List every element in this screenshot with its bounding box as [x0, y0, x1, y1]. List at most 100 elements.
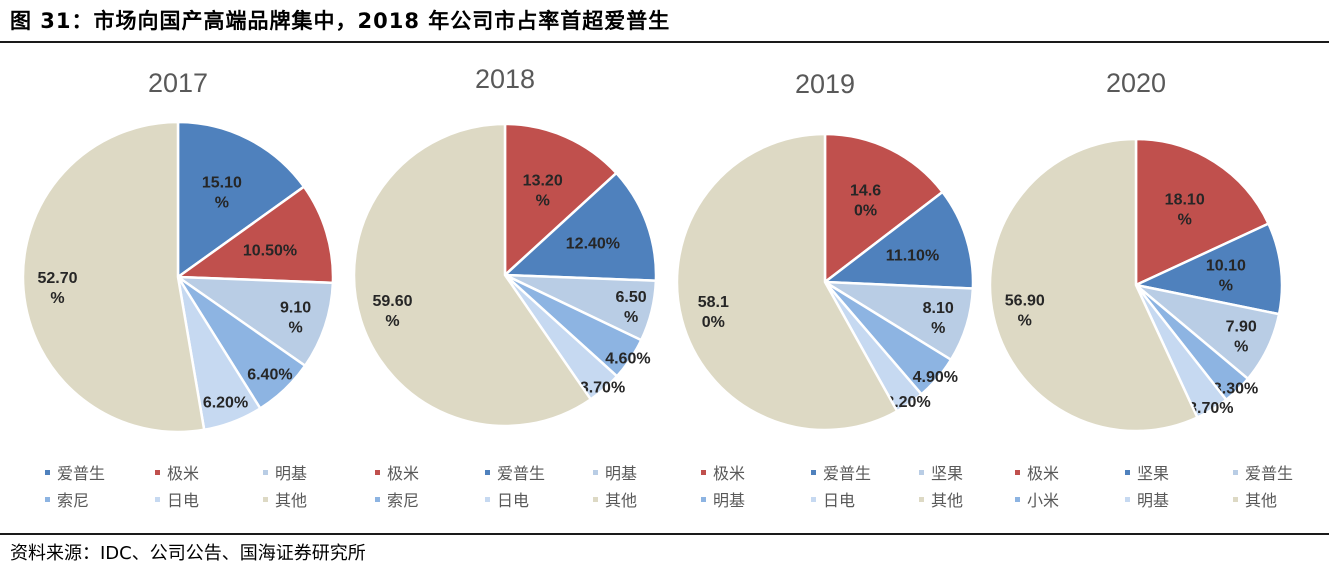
slice-label-line: % [1219, 278, 1233, 295]
slice-label-line: % [1178, 212, 1192, 229]
pie-slice-2017-0 [176, 120, 306, 280]
legend-marker-2019-2 [919, 470, 924, 475]
slice-label-2017-2: 9.10% [280, 299, 311, 336]
legend-marker-2019-5 [919, 497, 924, 502]
chart-title-2020: 2020 [1106, 68, 1166, 98]
legend-marker-2019-0 [701, 470, 706, 475]
pie-slice-2020-0 [1134, 137, 1271, 287]
legend-label-2020-5: 其他 [1245, 491, 1277, 510]
legend-label-2017-4: 日电 [167, 491, 199, 510]
slice-label-2018-1: 12.40% [566, 236, 620, 253]
slice-label-line: 7.90 [1226, 319, 1257, 336]
legend-label-2018-1: 爱普生 [497, 464, 545, 483]
slice-label-line: 11.10% [886, 248, 939, 265]
legend-label-2020-0: 极米 [1027, 464, 1059, 483]
legend-label-2020-3: 小米 [1027, 491, 1059, 510]
slice-label-line: % [536, 192, 550, 209]
pie-slice-2018-5 [352, 122, 593, 428]
slice-label-2019-4: 3.20% [885, 394, 930, 411]
legend-label-2019-2: 坚果 [931, 464, 963, 483]
slice-label-2018-4: 3.70% [580, 379, 625, 396]
slice-label-line: % [1234, 339, 1248, 356]
slice-label-line: 6.50 [616, 289, 647, 306]
pie-slice-2017-2 [173, 275, 335, 368]
slice-label-line: 13.20 [523, 172, 563, 189]
slice-label-line: 6.20% [203, 395, 248, 412]
slice-label-line: 8.10 [923, 300, 954, 317]
legend-marker-2018-1 [485, 470, 490, 475]
legend-marker-2018-5 [593, 497, 598, 502]
legend-label-2017-1: 极米 [167, 464, 199, 483]
legend-label-2017-2: 明基 [275, 464, 307, 483]
slice-label-2017-4: 6.20% [203, 395, 248, 412]
slice-label-line: 4.90% [913, 369, 958, 386]
legend-marker-2020-4 [1125, 497, 1130, 502]
legend-label-2019-5: 其他 [931, 491, 963, 510]
legend-marker-2017-4 [155, 497, 160, 502]
slice-label-line: % [215, 195, 229, 212]
slice-label-2020-0: 18.10% [1165, 192, 1205, 229]
chart-title-2019: 2019 [795, 69, 855, 99]
legend-marker-2017-0 [45, 470, 50, 475]
slice-label-2018-0: 13.20% [523, 172, 563, 209]
slice-label-2017-5: 52.70% [37, 270, 77, 307]
slice-label-line: 10.10 [1206, 258, 1246, 275]
slice-label-2019-3: 4.90% [913, 369, 958, 386]
legend-marker-2018-3 [375, 497, 380, 502]
slice-label-line: % [1018, 313, 1032, 330]
legend-marker-2018-2 [593, 470, 598, 475]
pie-slice-2018-0 [503, 122, 619, 278]
legend-label-2018-0: 极米 [387, 464, 419, 483]
slice-label-line: 12.40% [566, 236, 620, 253]
figure-title: 图 31：市场向国产高端品牌集中，2018 年公司市占率首超爱普生 [10, 9, 671, 33]
slice-label-line: 6.40% [247, 367, 292, 384]
legend-label-2017-5: 其他 [275, 491, 307, 510]
slice-label-2020-1: 10.10% [1206, 258, 1246, 295]
legend-marker-2018-0 [375, 470, 380, 475]
slice-label-2020-4: 3.70% [1188, 400, 1233, 417]
slice-label-line: 18.10 [1165, 192, 1205, 209]
slice-label-2017-3: 6.40% [247, 367, 292, 384]
legend-label-2019-1: 爱普生 [823, 464, 871, 483]
legend-label-2020-4: 明基 [1137, 491, 1169, 510]
legend-marker-2017-5 [263, 497, 268, 502]
slice-label-line: 0% [854, 203, 877, 220]
pie-slice-2020-5 [988, 137, 1199, 433]
slice-label-2020-2: 7.90% [1226, 319, 1257, 356]
legend-marker-2020-1 [1125, 470, 1130, 475]
legend-marker-2017-3 [45, 497, 50, 502]
slice-label-line: 59.60 [372, 293, 412, 310]
pie-slice-2017-5 [21, 120, 206, 434]
chart-title-2018: 2018 [475, 64, 535, 94]
legend-marker-2017-1 [155, 470, 160, 475]
slice-label-line: % [931, 320, 945, 337]
legend-marker-2020-3 [1015, 497, 1020, 502]
slice-label-line: 52.70 [37, 270, 77, 287]
legend-label-2017-3: 索尼 [57, 491, 89, 510]
slice-label-line: 0% [702, 314, 725, 331]
slice-label-line: 10.50% [243, 242, 297, 259]
slice-label-2019-5: 58.1 0% [698, 294, 729, 331]
slice-label-line: % [385, 313, 399, 330]
slice-label-line: 9.10 [280, 299, 311, 316]
slice-label-2020-3: 3.30% [1213, 381, 1258, 398]
slice-label-line: 15.10 [202, 175, 242, 192]
legend-label-2018-5: 其他 [605, 491, 637, 510]
slice-label-2019-1: 11.10% [886, 248, 939, 265]
slice-label-line: 14.6 [850, 183, 881, 200]
slice-label-2017-0: 15.10% [202, 175, 242, 212]
legend-marker-2017-2 [263, 470, 268, 475]
legend-label-2018-2: 明基 [605, 464, 637, 483]
legend-marker-2018-4 [485, 497, 490, 502]
legend-marker-2019-4 [811, 497, 816, 502]
pie-slice-2018-1 [501, 171, 658, 282]
slice-label-2018-3: 4.60% [605, 350, 650, 367]
legend-label-2019-0: 极米 [713, 464, 745, 483]
legend-marker-2019-1 [811, 470, 816, 475]
legend-label-2020-2: 爱普生 [1245, 464, 1293, 483]
slice-label-2018-2: 6.50% [616, 289, 647, 326]
slice-label-2019-0: 14.6 0% [850, 183, 881, 220]
slice-label-line: 3.30% [1213, 381, 1258, 398]
pie-slice-2019-0 [823, 132, 945, 285]
